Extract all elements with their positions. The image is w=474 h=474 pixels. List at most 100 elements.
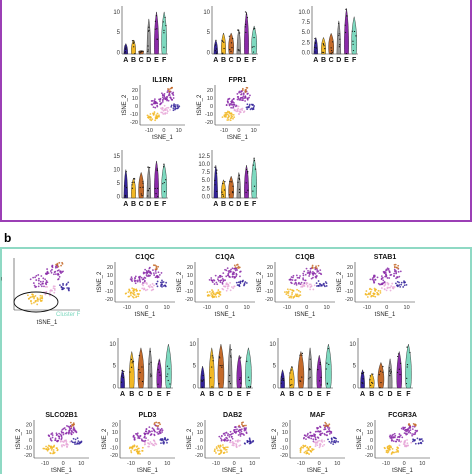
violin-point <box>239 357 241 359</box>
tsne-y-tick: 20 <box>267 265 273 271</box>
violin-point <box>165 179 167 181</box>
violin-point <box>245 31 247 34</box>
tsne-point <box>307 436 310 439</box>
tsne-y-tick: 10 <box>367 430 373 436</box>
violin-point <box>251 46 253 48</box>
tsne-point <box>39 283 42 286</box>
tsne-point <box>146 288 149 291</box>
tsne-point <box>217 449 219 452</box>
tsne-point <box>58 269 60 272</box>
tsne-point <box>161 96 164 99</box>
violin-point <box>163 166 165 168</box>
tsne-point <box>235 445 238 448</box>
tsne-point <box>148 285 150 288</box>
violin-point <box>211 386 213 388</box>
tsne-point <box>161 106 164 109</box>
violin-point <box>344 31 347 34</box>
tsne-point <box>217 279 220 282</box>
tsne-y-tick: -20 <box>265 297 273 303</box>
tsne-point <box>158 115 160 118</box>
tsne-point <box>239 108 242 111</box>
tsne-point <box>143 436 146 439</box>
tsne-point <box>372 295 375 298</box>
tsne-point <box>238 110 241 113</box>
tsne-y-tick: 20 <box>132 88 138 94</box>
tsne-point <box>400 281 403 284</box>
tsne-point <box>230 106 233 109</box>
violin-point <box>142 186 144 188</box>
tsne-point <box>379 283 381 286</box>
violin-point <box>214 50 216 52</box>
tsne-x-tick: 0 <box>318 461 321 467</box>
tsne-point <box>161 111 164 114</box>
tsne-x-tick: -10 <box>145 128 153 134</box>
violin-point <box>369 379 371 381</box>
violin-point <box>147 190 149 192</box>
tsne-point <box>237 434 240 436</box>
violin-E <box>156 358 162 389</box>
violin-point <box>239 377 241 379</box>
tsne-point <box>284 291 286 293</box>
tsne-point <box>238 98 241 101</box>
tsne-point <box>226 287 229 290</box>
tsne-point <box>127 291 130 294</box>
tsne-point <box>311 264 314 267</box>
tsne-point <box>176 105 179 108</box>
tsne-point <box>409 424 411 427</box>
tsne-point <box>57 278 59 281</box>
tsne-point <box>229 119 232 122</box>
violin-point <box>121 375 123 377</box>
violin-point <box>122 376 124 379</box>
violin-point <box>124 51 126 53</box>
violin-category-F: F <box>246 391 251 398</box>
tsne-point <box>46 446 49 449</box>
tsne-point <box>249 108 252 111</box>
tsne-y-tick: -10 <box>130 112 138 118</box>
violin-point <box>140 51 142 54</box>
violin-point <box>167 373 169 375</box>
tsne-point <box>235 268 237 270</box>
tsne-point <box>286 288 289 291</box>
tsne-point <box>137 435 140 438</box>
tsne-point <box>328 432 331 435</box>
tsne-point <box>153 423 156 426</box>
cluster-f-label: Cluster F <box>56 312 81 318</box>
tsne-point <box>170 104 173 107</box>
violin-point <box>134 178 136 180</box>
tsne-point <box>67 287 70 289</box>
tsne-point <box>173 104 175 107</box>
violin-y-tick: 5 <box>193 363 197 369</box>
tsne-point <box>405 430 408 433</box>
tsne-point <box>61 428 64 431</box>
tsne-point <box>319 442 322 445</box>
tsne-point <box>236 93 239 95</box>
tsne-point <box>69 421 72 424</box>
violin-point <box>156 187 159 189</box>
tsne-point <box>45 273 48 276</box>
tsne-point <box>394 282 397 285</box>
tsne-point <box>70 440 73 442</box>
tsne-point <box>396 266 398 269</box>
violin-point <box>238 49 240 51</box>
violin-point <box>130 358 133 360</box>
tsne-point <box>159 429 162 432</box>
tsne-point <box>309 446 311 448</box>
tsne-point <box>365 290 368 292</box>
violin-point <box>328 363 330 366</box>
tsne-y-tick: 0 <box>115 438 118 444</box>
tsne-point <box>388 277 391 279</box>
tsne-point <box>146 283 148 285</box>
tsne-y-tick: 20 <box>207 88 213 94</box>
violin-point <box>291 366 293 368</box>
tsne-point <box>389 289 392 292</box>
tsne-point <box>47 448 50 451</box>
tsne-point <box>377 289 380 292</box>
tsne-point <box>172 91 175 94</box>
violin-category-D: D <box>146 201 151 208</box>
tsne-point <box>410 441 413 444</box>
tsne-point <box>61 288 64 291</box>
tsne-point <box>66 287 69 289</box>
tsne-point <box>398 275 401 278</box>
tsne-point <box>224 115 227 118</box>
